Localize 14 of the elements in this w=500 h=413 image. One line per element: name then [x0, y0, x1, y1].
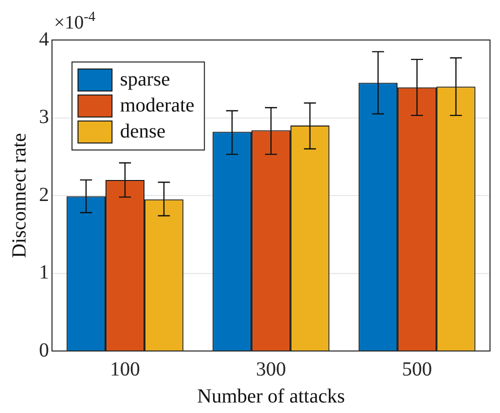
x-tick-label: 300	[256, 358, 286, 380]
text: ×10$^{-4}$	[54, 10, 96, 34]
x-tick-label: 100	[110, 358, 140, 380]
legend-label: dense	[120, 120, 166, 142]
y-tick-label: 1	[39, 262, 49, 284]
legend-label: sparse	[120, 68, 170, 90]
legend-label: moderate	[120, 94, 195, 116]
y-tick-label: 0	[39, 339, 49, 362]
x-tick-label: 500	[402, 358, 432, 380]
y-tick-label: 2	[39, 184, 49, 206]
y-tick-label: 3	[39, 106, 49, 128]
y-tick-label: 4	[39, 28, 49, 50]
y-axis-title: Disconnect rate	[8, 132, 30, 258]
x-axis-title: Number of attacks	[197, 385, 346, 408]
